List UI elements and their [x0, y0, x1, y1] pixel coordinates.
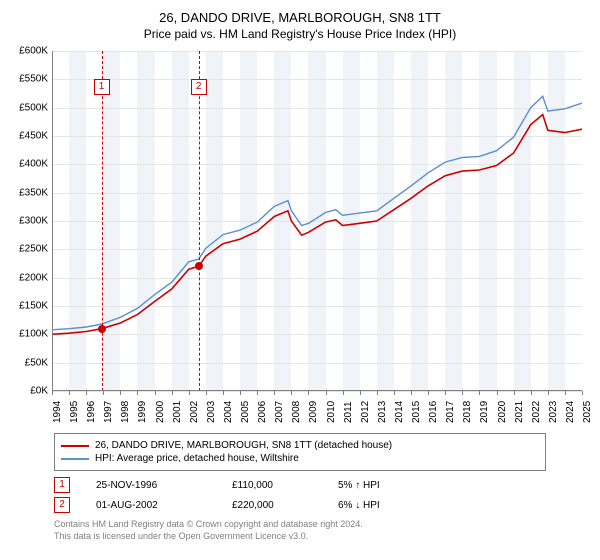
chart-sale-vline: [102, 51, 103, 391]
chart-x-axis: 1994199519961997199819992000200120022003…: [52, 391, 582, 425]
chart-x-tick-mark: [103, 391, 104, 395]
sales-table: 1 25-NOV-1996 £110,000 5% ↑ HPI 2 01-AUG-2002…: [54, 477, 546, 513]
sales-row-date: 25-NOV-1996: [96, 480, 206, 491]
chart-y-tick-label: £0K: [10, 386, 48, 397]
footer-line-1: Contains HM Land Registry data © Crown c…: [54, 519, 546, 531]
chart-y-tick-label: £350K: [10, 187, 48, 198]
chart-y-tick-label: £500K: [10, 102, 48, 113]
chart-x-tick-mark: [86, 391, 87, 395]
chart-frame: £0K £50K £100K £150K £200K £250K £300K £350K £40…: [10, 51, 590, 425]
legend-swatch: [61, 458, 89, 460]
chart-x-tick-mark: [206, 391, 207, 395]
chart-x-tick-mark: [565, 391, 566, 395]
chart-y-tick-label: £250K: [10, 244, 48, 255]
chart-x-tick-mark: [462, 391, 463, 395]
sales-row-price: £110,000: [232, 480, 312, 491]
sales-row-marker: 1: [54, 477, 70, 493]
chart-y-tick-label: £300K: [10, 216, 48, 227]
chart-subtitle: Price paid vs. HM Land Registry's House …: [10, 27, 590, 41]
chart-x-tick-mark: [343, 391, 344, 395]
chart-line-series: [52, 51, 582, 391]
chart-legend: 26, DANDO DRIVE, MARLBOROUGH, SN8 1TT (d…: [54, 433, 546, 471]
chart-y-tick-label: £600K: [10, 46, 48, 57]
chart-y-tick-label: £400K: [10, 159, 48, 170]
chart-x-tick-mark: [548, 391, 549, 395]
legend-item: HPI: Average price, detached house, Wilt…: [61, 453, 539, 464]
chart-title-block: 26, DANDO DRIVE, MARLBOROUGH, SN8 1TT Pr…: [10, 10, 590, 41]
chart-y-tick-label: £200K: [10, 272, 48, 283]
chart-plot-area: £0K£50K£100K£150K£200K£250K£300K£350K£40…: [52, 51, 582, 391]
chart-y-tick-label: £150K: [10, 301, 48, 312]
chart-sale-dot: [195, 262, 203, 270]
chart-x-tick-mark: [137, 391, 138, 395]
chart-y-tick-label: £50K: [10, 357, 48, 368]
legend-item: 26, DANDO DRIVE, MARLBOROUGH, SN8 1TT (d…: [61, 440, 539, 451]
chart-x-tick-mark: [308, 391, 309, 395]
chart-y-tick-label: £100K: [10, 329, 48, 340]
chart-x-tick-mark: [394, 391, 395, 395]
chart-x-tick-mark: [240, 391, 241, 395]
chart-x-tick-mark: [377, 391, 378, 395]
chart-x-tick-mark: [326, 391, 327, 395]
chart-sale-dot: [98, 325, 106, 333]
chart-sale-marker-box: 2: [191, 79, 207, 95]
chart-sale-vline: [199, 51, 200, 391]
chart-x-tick-mark: [172, 391, 173, 395]
chart-x-tick-mark: [223, 391, 224, 395]
chart-x-tick-mark: [531, 391, 532, 395]
chart-x-tick-mark: [120, 391, 121, 395]
chart-x-tick-mark: [257, 391, 258, 395]
sales-row: 1 25-NOV-1996 £110,000 5% ↑ HPI: [54, 477, 546, 493]
chart-x-tick-mark: [411, 391, 412, 395]
footer-line-2: This data is licensed under the Open Gov…: [54, 531, 546, 543]
chart-x-tick-mark: [69, 391, 70, 395]
chart-y-tick-label: £550K: [10, 74, 48, 85]
legend-label: HPI: Average price, detached house, Wilt…: [95, 453, 299, 464]
legend-swatch: [61, 445, 89, 447]
sales-row-hpi: 5% ↑ HPI: [338, 480, 428, 491]
legend-label: 26, DANDO DRIVE, MARLBOROUGH, SN8 1TT (d…: [95, 440, 392, 451]
sales-row-hpi: 6% ↓ HPI: [338, 500, 428, 511]
chart-x-tick-mark: [582, 391, 583, 395]
chart-footer: Contains HM Land Registry data © Crown c…: [54, 519, 546, 542]
chart-x-tick-mark: [514, 391, 515, 395]
chart-y-tick-label: £450K: [10, 131, 48, 142]
sales-row-price: £220,000: [232, 500, 312, 511]
chart-x-tick-mark: [291, 391, 292, 395]
sales-row-date: 01-AUG-2002: [96, 500, 206, 511]
chart-x-tick-mark: [479, 391, 480, 395]
sales-row: 2 01-AUG-2002 £220,000 6% ↓ HPI: [54, 497, 546, 513]
chart-x-tick-mark: [189, 391, 190, 395]
sales-row-marker: 2: [54, 497, 70, 513]
chart-x-tick-mark: [274, 391, 275, 395]
chart-x-tick-mark: [497, 391, 498, 395]
chart-x-tick-mark: [360, 391, 361, 395]
chart-series-hpi: [52, 96, 582, 329]
chart-x-tick-mark: [428, 391, 429, 395]
chart-title: 26, DANDO DRIVE, MARLBOROUGH, SN8 1TT: [10, 10, 590, 25]
chart-x-tick-mark: [155, 391, 156, 395]
chart-series-price_paid: [52, 115, 582, 335]
chart-x-tick-mark: [445, 391, 446, 395]
chart-x-tick-mark: [52, 391, 53, 395]
chart-sale-marker-box: 1: [94, 79, 110, 95]
